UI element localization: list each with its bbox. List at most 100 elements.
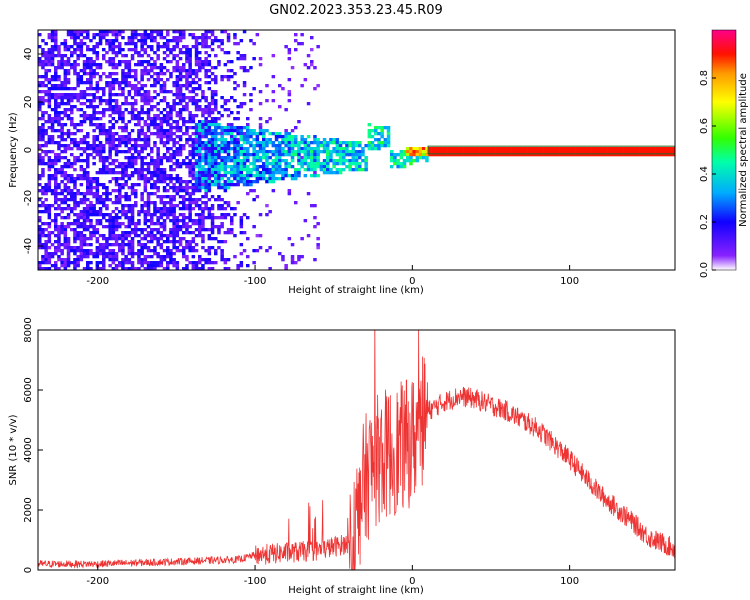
spectrogram-cell xyxy=(233,165,237,169)
spectrogram-cell xyxy=(492,147,496,151)
spectrogram-cell xyxy=(182,63,186,67)
spectrogram-cell xyxy=(271,189,276,193)
spectrogram-cell xyxy=(111,228,116,232)
spectrogram-cell xyxy=(159,243,164,247)
spectrogram-cell xyxy=(130,147,135,151)
spectrogram-cell xyxy=(60,96,64,100)
spectrogram-cell xyxy=(214,132,218,136)
spectrogram-cell xyxy=(450,150,455,154)
spectrogram-cell xyxy=(76,144,80,148)
spectrogram-cell xyxy=(182,186,186,190)
spectrogram-cell xyxy=(578,153,583,157)
spectrogram-cell xyxy=(313,135,317,139)
spectrogram-cell xyxy=(335,162,340,166)
spectrogram-cell xyxy=(86,147,90,151)
spectrogram-cell xyxy=(156,75,160,79)
spectrogram-cell xyxy=(313,66,317,70)
spectrogram-cell xyxy=(175,96,180,100)
spectrogram-cell xyxy=(166,207,170,211)
spectrogram-cell xyxy=(265,168,269,172)
spectrogram-cell xyxy=(169,252,173,256)
spectrogram-cell xyxy=(335,159,340,163)
spectrogram-cell xyxy=(396,159,400,163)
spectrogram-cell xyxy=(233,255,237,259)
spectrogram-cell xyxy=(226,39,231,43)
spectrogram-cell xyxy=(118,93,122,97)
spectrogram-cell xyxy=(156,261,160,265)
spectrogram-cell xyxy=(204,108,208,112)
spectrogram-cell xyxy=(486,147,490,151)
spectrogram-cell xyxy=(156,81,160,85)
spectrogram-cell xyxy=(290,255,295,259)
spectrogram-cell xyxy=(162,117,167,121)
spectrogram-cell xyxy=(98,87,103,91)
spectrogram-cell xyxy=(412,159,416,163)
spectrogram-cell xyxy=(86,264,90,268)
spectrogram-cell xyxy=(162,204,167,208)
spectrogram-cell xyxy=(54,234,58,238)
spectrogram-cell xyxy=(54,114,58,118)
spectrogram-cell xyxy=(41,174,45,178)
spectrogram-cell xyxy=(150,69,154,73)
spectrogram-cell xyxy=(127,258,132,262)
spectrogram-cell xyxy=(114,219,119,223)
spectrogram-cell xyxy=(38,225,42,229)
spectrogram-cell xyxy=(191,231,196,235)
spectrogram-cell xyxy=(70,222,74,226)
spectrogram-cell xyxy=(140,246,144,250)
spectrogram-cell xyxy=(73,144,77,148)
spectrogram-cell xyxy=(102,132,106,136)
spectrogram-cell xyxy=(118,144,122,148)
spectrogram-cell xyxy=(89,267,93,270)
spectrogram-cell xyxy=(175,81,180,85)
spectrogram-cell xyxy=(150,84,154,88)
spectrogram-cell xyxy=(73,138,77,142)
spectrogram-cell xyxy=(652,150,656,154)
x-tick-label: -200 xyxy=(86,276,109,287)
spectrogram-cell xyxy=(201,45,205,49)
spectrogram-cell xyxy=(105,102,109,106)
spectrogram-cell xyxy=(204,120,208,124)
spectrogram-cell xyxy=(124,150,128,154)
spectrogram-cell xyxy=(121,246,125,250)
spectrogram-cell xyxy=(630,147,634,151)
spectrogram-cell xyxy=(220,255,224,259)
spectrogram-cell xyxy=(41,204,45,208)
spectrogram-cell xyxy=(38,126,42,130)
spectrogram-cell xyxy=(44,75,48,79)
spectrogram-cell xyxy=(86,189,90,193)
spectrogram-cell xyxy=(98,183,103,187)
spectrogram-cell xyxy=(434,147,439,151)
spectrogram-cell xyxy=(220,138,224,142)
spectrogram-cell xyxy=(175,135,180,139)
spectrogram-cell xyxy=(201,153,205,157)
spectrogram-cell xyxy=(226,183,231,187)
spectrogram-cell xyxy=(316,222,320,226)
spectrogram-cell xyxy=(178,150,183,154)
spectrogram-cell xyxy=(159,225,164,229)
spectrogram-cell xyxy=(130,162,135,166)
spectrogram-cell xyxy=(124,210,128,214)
spectrogram-cell xyxy=(127,219,132,223)
spectrogram-cell xyxy=(73,72,77,76)
spectrogram-cell xyxy=(210,267,215,270)
spectrogram-cell xyxy=(54,177,58,181)
spectrogram-cell xyxy=(175,261,180,265)
spectrogram-cell xyxy=(246,177,250,181)
spectrogram-cell xyxy=(348,153,352,157)
spectrogram-cell xyxy=(220,48,224,52)
spectrogram-cell xyxy=(156,189,160,193)
spectrogram-cell xyxy=(146,129,151,133)
spectrogram-cell xyxy=(207,126,212,130)
spectrogram-cell xyxy=(614,153,618,157)
spectrogram-cell xyxy=(162,45,167,49)
spectrogram-cell xyxy=(169,135,173,139)
spectrogram-cell xyxy=(130,57,135,61)
spectrogram-cell xyxy=(47,216,52,220)
spectrogram-cell xyxy=(63,42,68,46)
spectrogram-cell xyxy=(217,126,221,130)
spectrogram-cell xyxy=(230,129,234,133)
spectrogram-cell xyxy=(351,153,356,157)
spectrogram-cell xyxy=(162,57,167,61)
spectrogram-cell xyxy=(166,189,170,193)
